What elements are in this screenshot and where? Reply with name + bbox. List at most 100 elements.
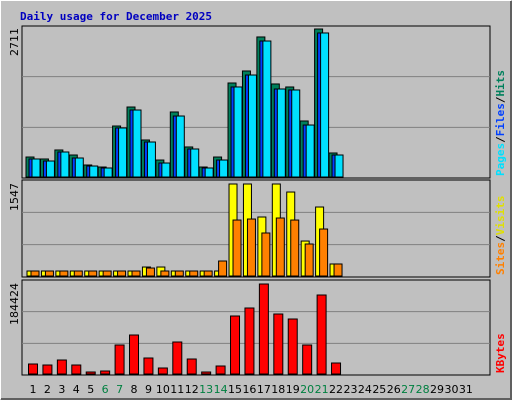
bar: [233, 86, 243, 178]
bar: [103, 167, 113, 178]
bar: [175, 115, 185, 178]
x-tick-label: 16: [242, 383, 256, 396]
bar: [204, 167, 214, 178]
bar: [161, 162, 171, 178]
legend-separator: /: [494, 136, 507, 143]
bar: [319, 228, 329, 277]
bar: [331, 362, 342, 375]
bar: [305, 124, 315, 178]
bar: [85, 371, 96, 375]
bar: [261, 232, 271, 277]
bar: [247, 74, 257, 178]
bar: [304, 243, 314, 277]
bar: [203, 270, 213, 277]
bar: [174, 270, 184, 277]
bar: [88, 270, 98, 277]
x-tick-label: 11: [170, 383, 184, 396]
bar: [132, 109, 142, 178]
legend-entry: Pages: [494, 143, 507, 176]
bar: [102, 270, 112, 277]
x-tick-label: 21: [315, 383, 329, 396]
bar: [230, 315, 241, 375]
x-tick-label: 26: [387, 383, 401, 396]
bar: [316, 294, 327, 375]
x-tick-label: 20: [300, 383, 314, 396]
bar: [218, 260, 228, 277]
bar: [244, 307, 255, 375]
bar: [114, 344, 125, 375]
bar: [145, 267, 155, 277]
legend-separator: /: [494, 96, 507, 103]
bar: [60, 151, 70, 178]
bar: [246, 218, 256, 277]
x-tick-label: 30: [444, 383, 458, 396]
bar: [232, 219, 242, 277]
x-tick-label: 17: [257, 383, 271, 396]
bar: [100, 370, 111, 375]
legend-separator: /: [494, 235, 507, 242]
bar: [28, 363, 38, 375]
x-tick-label: 5: [87, 383, 94, 396]
bar: [186, 358, 197, 375]
bar: [45, 160, 55, 178]
x-tick-label: 6: [102, 383, 109, 396]
panel-frame: [21, 279, 491, 376]
bar: [189, 270, 199, 277]
x-tick-label: 8: [131, 383, 138, 396]
legend-entry: Sites: [494, 242, 507, 275]
x-tick-label: 12: [185, 383, 199, 396]
bar: [59, 270, 69, 277]
legend: Sites/Visits: [494, 196, 507, 276]
bar: [190, 148, 200, 178]
bar: [117, 270, 127, 277]
bar: [215, 365, 226, 375]
x-tick-label: 25: [372, 383, 386, 396]
bar: [160, 270, 170, 277]
bar: [129, 334, 140, 375]
legend-entry: KBytes: [494, 333, 507, 373]
bar: [157, 367, 168, 375]
bar: [291, 89, 301, 178]
bar: [146, 141, 156, 178]
x-tick-label: 19: [286, 383, 300, 396]
x-tick-label: 2: [44, 383, 51, 396]
legend: Pages/Files/Hits: [494, 70, 507, 176]
bar: [273, 313, 284, 375]
x-tick-label: 22: [329, 383, 343, 396]
chart-title: Daily usage for December 2025: [20, 10, 212, 23]
bar: [30, 270, 40, 277]
bar: [262, 40, 272, 178]
x-tick-label: 3: [58, 383, 65, 396]
bar: [71, 364, 82, 375]
x-tick-label: 9: [145, 383, 152, 396]
bar: [73, 270, 83, 277]
bar: [89, 165, 99, 178]
bar: [44, 270, 54, 277]
bar: [56, 359, 67, 375]
bar: [219, 159, 229, 178]
bar: [74, 157, 84, 178]
bar: [143, 357, 154, 375]
bar: [287, 318, 298, 375]
bar: [172, 341, 183, 375]
x-tick-label: 14: [214, 383, 228, 396]
x-tick-label: 28: [416, 383, 430, 396]
x-tick-label: 31: [459, 383, 473, 396]
bar: [42, 364, 53, 375]
x-tick-label: 27: [401, 383, 415, 396]
bar: [333, 263, 343, 277]
bar: [201, 371, 212, 375]
legend-entry: Hits: [494, 70, 507, 97]
y-tick-label: 2711: [8, 28, 21, 56]
bar: [118, 127, 128, 178]
bar: [320, 32, 330, 178]
bar: [302, 344, 313, 375]
bar: [258, 283, 269, 375]
y-tick-label: 1547: [8, 183, 21, 211]
bar: [334, 154, 344, 178]
x-tick-label: 15: [228, 383, 242, 396]
bar: [290, 219, 300, 277]
x-tick-label: 4: [73, 383, 80, 396]
